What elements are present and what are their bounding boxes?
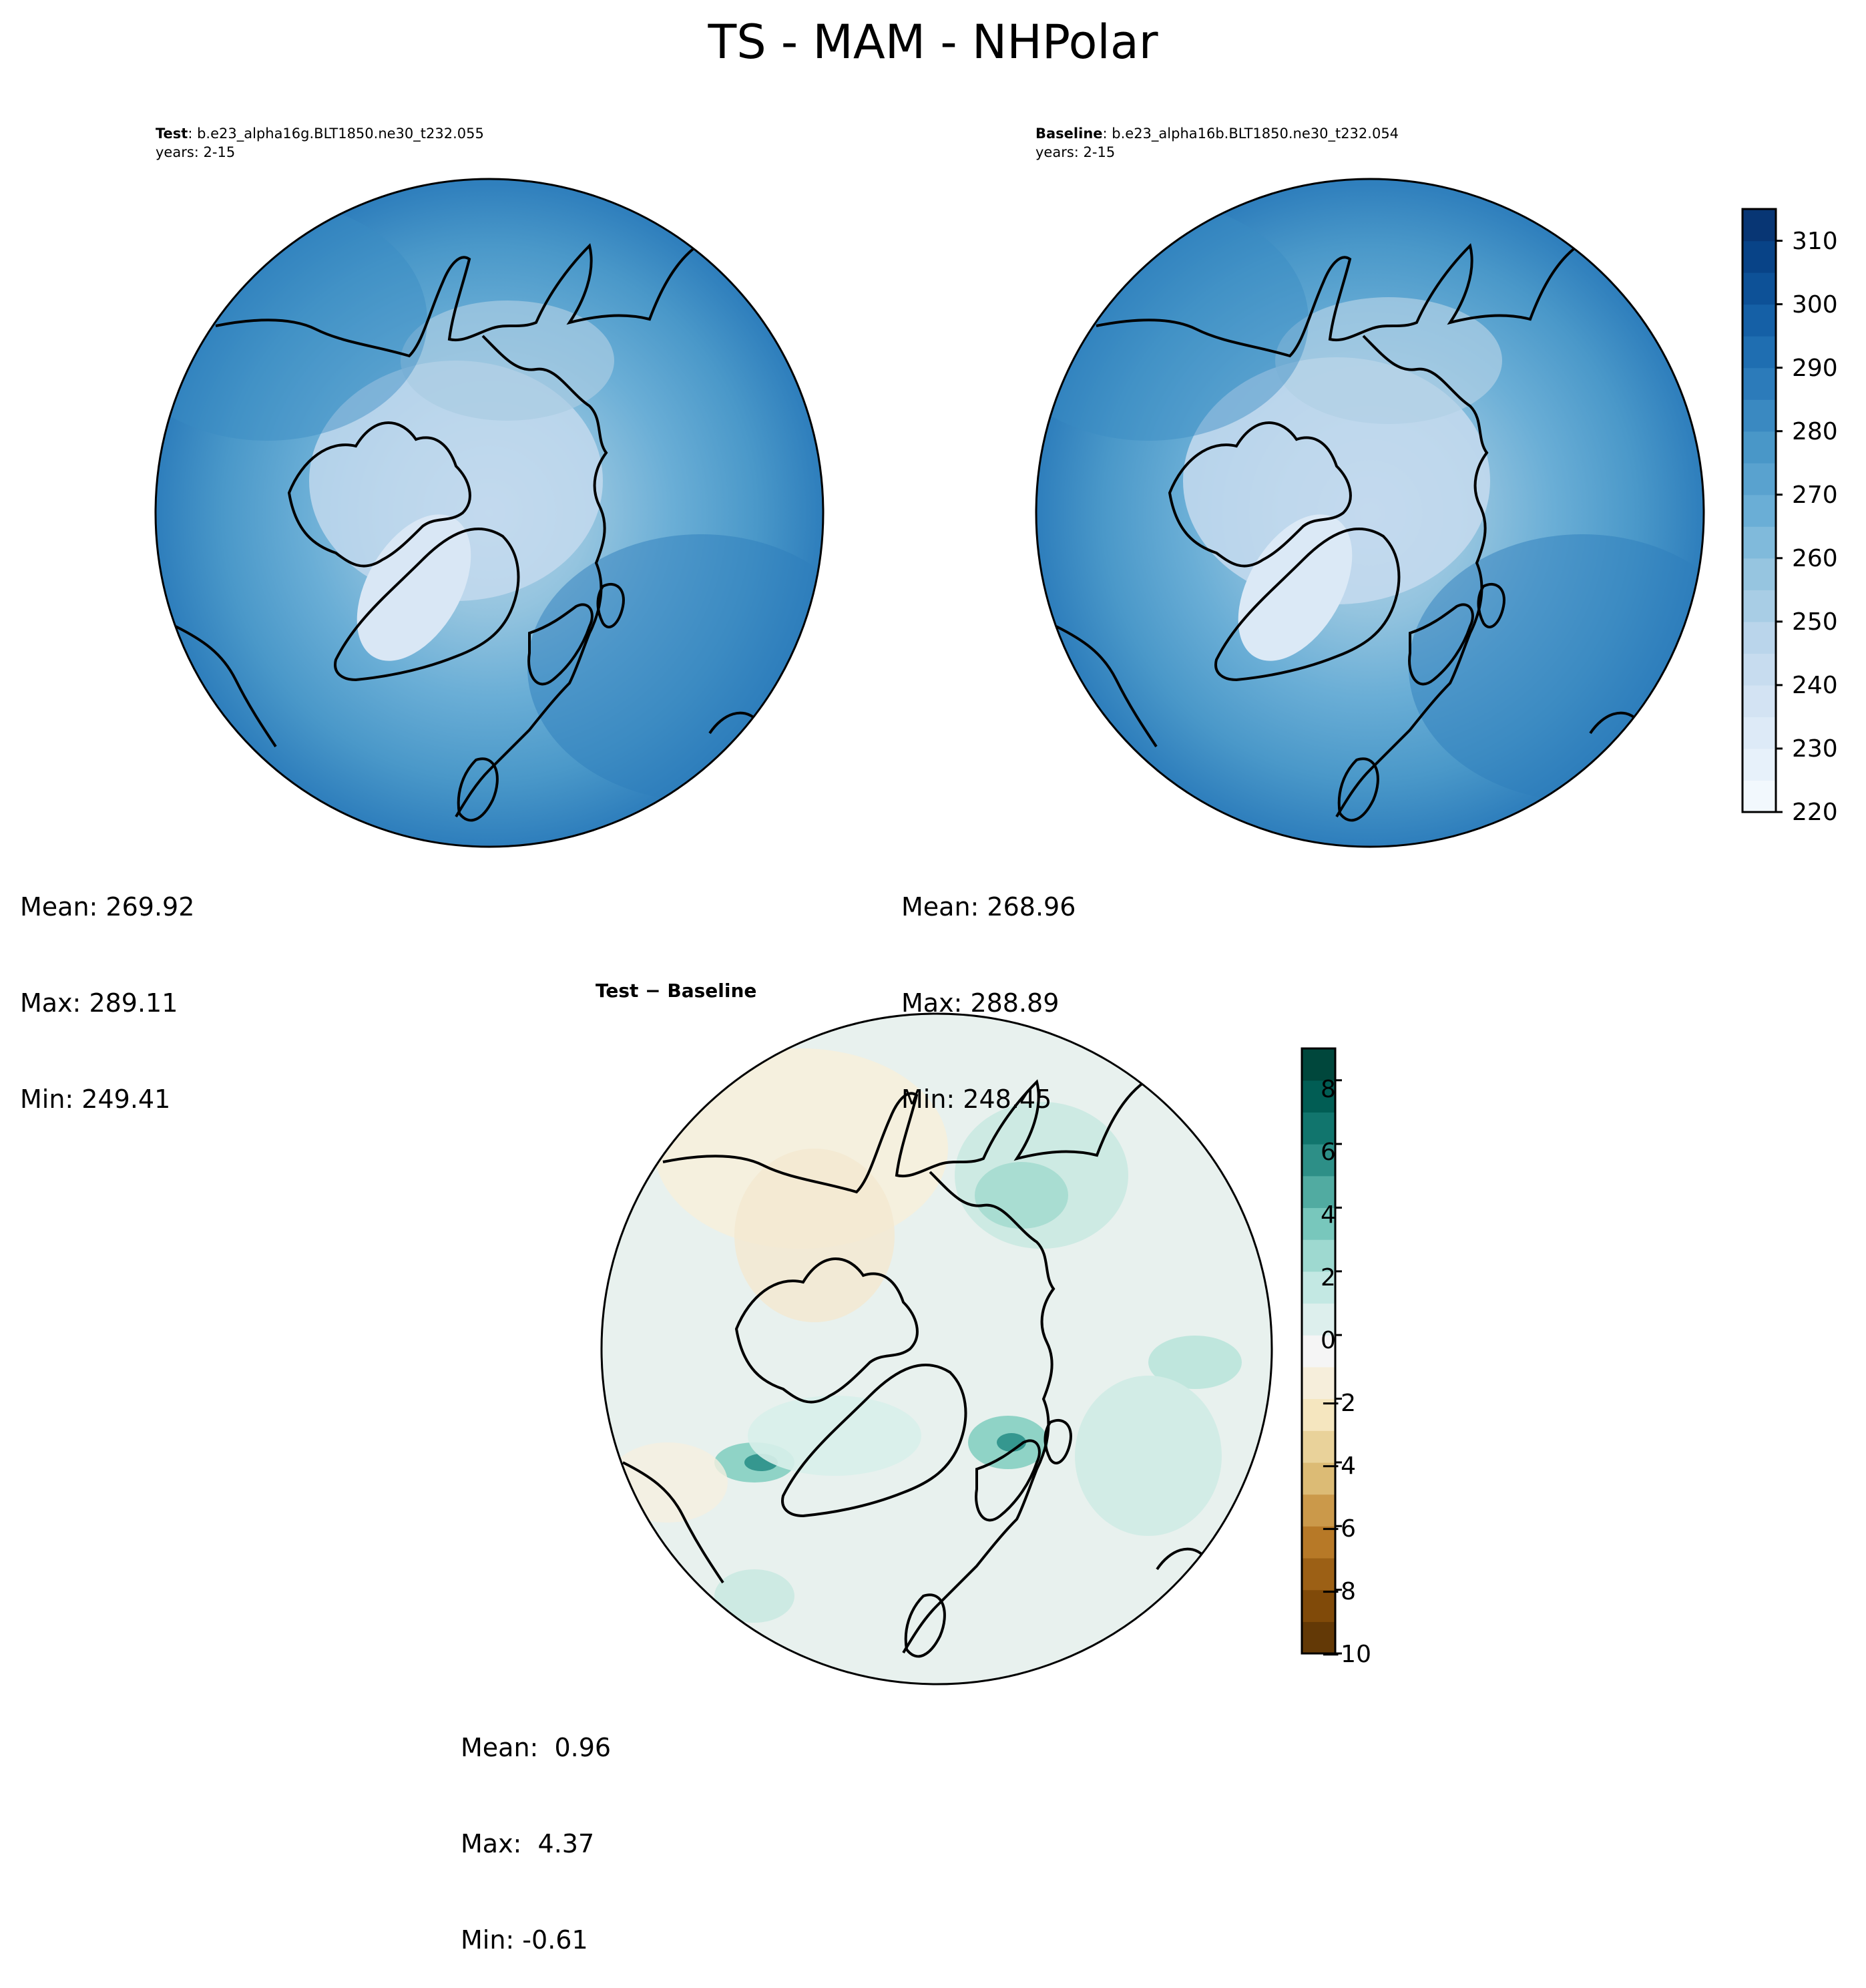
colorbar-band	[1742, 336, 1776, 369]
colorbar-band	[1742, 272, 1776, 305]
colorbar-band	[1742, 684, 1776, 718]
ts-tick-label: 270	[1792, 481, 1838, 509]
colorbar-band	[1742, 780, 1776, 813]
baseline-years: years: 2-15	[1035, 144, 1116, 160]
colorbar-band	[1302, 1589, 1335, 1622]
ts-tick-label: 250	[1792, 608, 1838, 636]
colorbar-band	[1302, 1239, 1335, 1272]
diff-tick-label: −6	[1321, 1515, 1357, 1543]
colorbar-band	[1302, 1526, 1335, 1559]
colorbar-band	[1302, 1303, 1335, 1336]
test-years: years: 2-15	[156, 144, 236, 160]
colorbar-band	[1302, 1398, 1335, 1431]
colorbar-band	[1302, 1621, 1335, 1654]
ts-tick-label: 280	[1792, 418, 1838, 445]
diff-tick-label: −2	[1321, 1390, 1357, 1417]
colorbar-band	[1742, 526, 1776, 559]
ts-tick-label: 310	[1792, 228, 1838, 255]
colorbar-band	[1302, 1207, 1335, 1240]
baseline-case-name: : b.e23_alpha16b.BLT1850.ne30_t232.054	[1102, 126, 1399, 142]
diff-map	[600, 1012, 1273, 1685]
colorbar-band	[1742, 367, 1776, 400]
colorbar-band	[1742, 558, 1776, 590]
colorbar-band	[1742, 209, 1776, 242]
diff-tick-label: −8	[1321, 1578, 1357, 1605]
ts-tick-label: 220	[1792, 799, 1838, 826]
ts-tick-label: 260	[1792, 545, 1838, 572]
colorbar-band	[1742, 653, 1776, 686]
colorbar-band	[1742, 463, 1776, 495]
map-figure	[154, 178, 1783, 1685]
colorbar-band	[1742, 494, 1776, 527]
colorbar-band	[1302, 1557, 1335, 1591]
colorbar-band	[1742, 399, 1776, 432]
diff-stats: Mean: 0.96 Max: 4.37 Min: -0.61	[461, 1667, 611, 1988]
colorbar-frame	[1741, 208, 1777, 813]
colorbar-band	[1302, 1366, 1335, 1400]
colorbar-band	[1742, 304, 1776, 337]
diff-subtitle: Test − Baseline	[596, 982, 756, 1000]
colorbar-frame	[1301, 1047, 1337, 1655]
ts-tick-label: 290	[1792, 355, 1838, 382]
diff-label: Test − Baseline	[596, 980, 757, 1002]
colorbar-band	[1742, 240, 1776, 273]
colorbar-band	[1302, 1430, 1335, 1463]
test-case-name: : b.e23_alpha16g.BLT1850.ne30_t232.055	[188, 126, 484, 142]
diff-colorbar	[1301, 1047, 1342, 1655]
diff-tick-label: 2	[1321, 1264, 1336, 1291]
baseline-min: Min: 248.45	[901, 1084, 1052, 1114]
ts-tick-label: 240	[1792, 672, 1838, 699]
colorbar-band	[1302, 1175, 1335, 1209]
colorbar-band	[1742, 431, 1776, 463]
colorbar-band	[1302, 1080, 1335, 1113]
baseline-mean: Mean: 268.96	[901, 892, 1076, 922]
diff-max: Max: 4.37	[461, 1829, 595, 1858]
baseline-stats: Mean: 268.96 Max: 288.89 Min: 248.45	[901, 827, 1076, 1147]
baseline-max: Max: 288.89	[901, 988, 1060, 1018]
baseline-label: Baseline	[1035, 126, 1103, 142]
figure-title: TS - MAM - NHPolar	[708, 15, 1158, 69]
test-label: Test	[156, 126, 188, 142]
colorbar-band	[1302, 1271, 1335, 1304]
colorbar-band	[1302, 1144, 1335, 1177]
ts-colorbar	[1741, 208, 1783, 813]
test-min: Min: 249.41	[20, 1084, 171, 1114]
ts-tick-label: 230	[1792, 735, 1838, 763]
diff-tick-label: 0	[1321, 1327, 1336, 1354]
colorbar-band	[1742, 748, 1776, 781]
diff-tick-label: 4	[1321, 1201, 1336, 1229]
colorbar-band	[1742, 621, 1776, 654]
diff-tick-label: 6	[1321, 1139, 1336, 1166]
colorbar-band	[1302, 1112, 1335, 1145]
test-map	[154, 178, 825, 848]
diff-tick-label: −10	[1321, 1641, 1371, 1668]
test-max: Max: 289.11	[20, 988, 178, 1018]
colorbar-band	[1302, 1494, 1335, 1527]
diff-tick-label: −4	[1321, 1452, 1357, 1480]
colorbar-band	[1742, 717, 1776, 749]
colorbar-band	[1302, 1048, 1335, 1081]
diff-min: Min: -0.61	[461, 1925, 588, 1955]
ts-tick-label: 300	[1792, 291, 1838, 319]
diff-mean: Mean: 0.96	[461, 1733, 612, 1762]
colorbar-band	[1742, 590, 1776, 622]
colorbar-band	[1302, 1335, 1335, 1368]
test-mean: Mean: 269.92	[20, 892, 195, 922]
colorbar-band	[1302, 1462, 1335, 1495]
baseline-subtitle: Baseline: b.e23_alpha16b.BLT1850.ne30_t2…	[1035, 124, 1399, 162]
test-subtitle: Test: b.e23_alpha16g.BLT1850.ne30_t232.0…	[156, 124, 484, 162]
baseline-map	[1035, 178, 1705, 848]
diff-tick-label: 8	[1321, 1076, 1336, 1103]
test-stats: Mean: 269.92 Max: 289.11 Min: 249.41	[20, 827, 194, 1147]
